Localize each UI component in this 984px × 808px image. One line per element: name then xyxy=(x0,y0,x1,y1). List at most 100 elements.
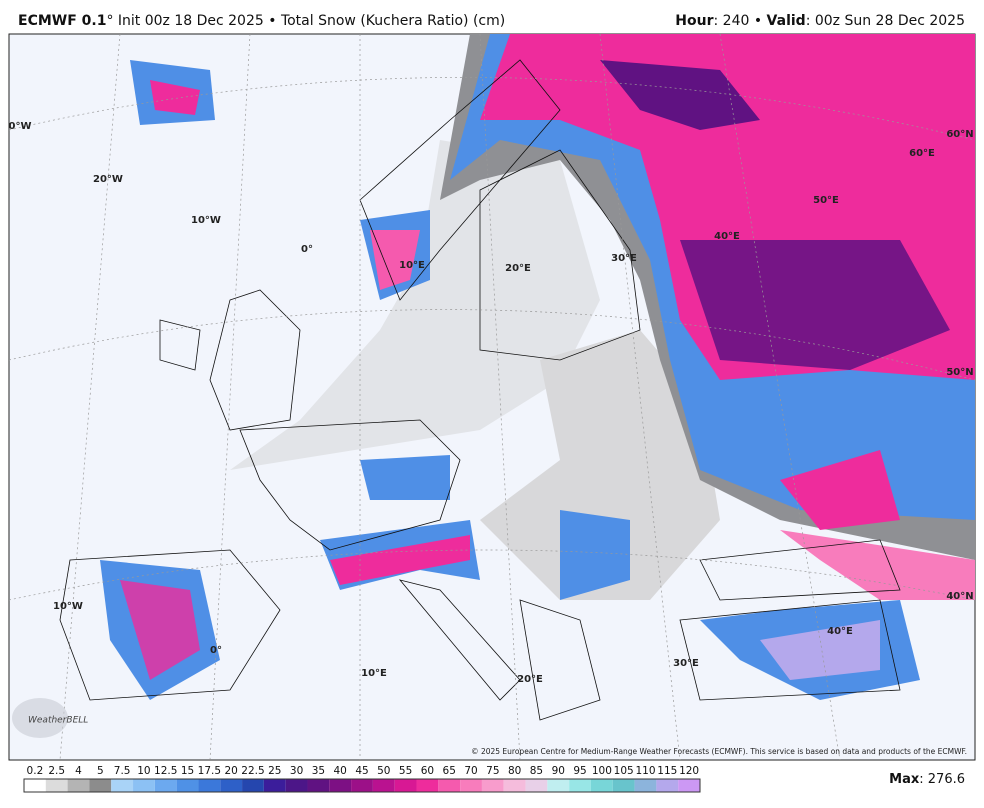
colorbar-label: 4 xyxy=(75,765,82,777)
grid-label: 50°E xyxy=(813,195,839,206)
colorbar-label: 45 xyxy=(355,765,368,777)
max-label: Max xyxy=(889,772,920,787)
grid-label: 10°E xyxy=(361,668,387,679)
color-swatch xyxy=(394,779,417,792)
colorbar-label: 90 xyxy=(552,765,565,777)
grid-labels: 0°W 20°W 10°W 0° 10°E 20°E 30°E 40°E 50°E 60°E 60°… xyxy=(9,121,974,685)
colorbar-label: 22.5 xyxy=(241,765,264,777)
colorbar-label: 2.5 xyxy=(48,765,65,777)
color-swatch xyxy=(612,779,635,792)
colorbar-label: 35 xyxy=(312,765,325,777)
color-swatch xyxy=(372,779,395,792)
color-swatch xyxy=(242,779,264,792)
colorbar-label: 80 xyxy=(508,765,521,777)
colorbar-label: 55 xyxy=(399,765,412,777)
grid-label: 60°N xyxy=(946,129,973,140)
grid-label: 30°E xyxy=(673,658,699,669)
color-swatch xyxy=(590,779,613,792)
grid-label: 40°E xyxy=(714,231,740,242)
color-swatch xyxy=(329,779,352,792)
grid-label: 40°N xyxy=(946,591,973,602)
colorbar-label: 5 xyxy=(97,765,104,777)
grid-label: 60°E xyxy=(909,148,935,159)
color-swatch xyxy=(634,779,657,792)
hour-label: Hour xyxy=(675,13,713,29)
colorbar-label: 60 xyxy=(421,765,434,777)
grid-label: 0°W xyxy=(9,121,32,132)
colorbar-label: 30 xyxy=(290,765,303,777)
color-swatch xyxy=(351,779,373,792)
colorbar-label: 70 xyxy=(464,765,477,777)
colorbar-label: 25 xyxy=(268,765,281,777)
graticule xyxy=(9,34,975,760)
grid-label: 0° xyxy=(301,244,313,255)
colorbar-label: 120 xyxy=(679,765,699,777)
colorbar-label: 40 xyxy=(334,765,347,777)
valid-value: : 00z Sun 28 Dec 2025 xyxy=(806,13,965,29)
title: ECMWF 0.1° Init 00z 18 Dec 2025 • Total … xyxy=(18,13,505,29)
grid-label: 20°E xyxy=(505,263,531,274)
color-swatch xyxy=(525,779,548,792)
colorbar-label: 17.5 xyxy=(198,765,221,777)
colorbar-label: 100 xyxy=(592,765,612,777)
color-swatch xyxy=(656,779,679,792)
grid-label: 0° xyxy=(210,645,222,656)
color-swatch xyxy=(263,779,286,792)
grid-label: 10°W xyxy=(191,215,221,226)
colorbar: 0.2 2.5 4 5 7.5 10 12.5 15 17.5 20 22.5 25 30 35 40 45 5… xyxy=(23,765,701,793)
color-swatch xyxy=(89,779,112,792)
colorbar-frame xyxy=(23,778,701,793)
color-swatch xyxy=(503,779,526,792)
colorbar-label: 85 xyxy=(530,765,543,777)
valid-info: Hour: 240 • Valid: 00z Sun 28 Dec 2025 xyxy=(675,13,965,29)
copyright: © 2025 European Centre for Medium-Range … xyxy=(471,747,967,756)
color-swatch xyxy=(416,779,439,792)
grid-label: 50°N xyxy=(946,367,973,378)
color-swatch xyxy=(176,779,199,792)
color-swatch xyxy=(111,779,134,792)
color-swatch xyxy=(285,779,308,792)
coastlines xyxy=(59,59,901,721)
grid-label: 40°E xyxy=(827,626,853,637)
color-swatch xyxy=(307,779,330,792)
colorbar-label: 20 xyxy=(224,765,237,777)
model: ECMWF 0.1 xyxy=(18,13,106,29)
colorbar-label: 10 xyxy=(137,765,150,777)
colorbar-label: 115 xyxy=(657,765,677,777)
colorbar-label: 105 xyxy=(614,765,634,777)
colorbar-label: 110 xyxy=(635,765,655,777)
color-swatch xyxy=(198,779,221,792)
grid-label: 20°W xyxy=(93,174,123,185)
max: Max: 276.6 xyxy=(889,772,965,787)
valid-label: Valid xyxy=(767,13,806,29)
color-swatch xyxy=(438,779,461,792)
logo: WeatherBELL xyxy=(28,716,88,726)
color-swatch xyxy=(154,779,177,792)
grid-label: 20°E xyxy=(517,674,543,685)
grid-label: 10°W xyxy=(53,601,83,612)
map: 0°W 20°W 10°W 0° 10°E 20°E 30°E 40°E 50°E 60°E 60°… xyxy=(8,33,976,761)
colorbar-label: 7.5 xyxy=(114,765,131,777)
color-swatch xyxy=(678,779,700,792)
grid-label: 30°E xyxy=(611,253,637,264)
max-value: : 276.6 xyxy=(919,772,965,787)
color-swatch xyxy=(67,779,90,792)
color-swatch xyxy=(24,779,46,792)
color-swatch xyxy=(569,779,591,792)
colorbar-label: 95 xyxy=(573,765,586,777)
grid-label: 10°E xyxy=(399,260,425,271)
snow-field xyxy=(9,34,975,760)
color-swatch xyxy=(220,779,243,792)
colorbar-label: 0.2 xyxy=(27,765,44,777)
color-swatch xyxy=(45,779,68,792)
color-swatch xyxy=(547,779,570,792)
colorbar-label: 15 xyxy=(181,765,194,777)
colorbar-label: 12.5 xyxy=(154,765,177,777)
hour-value: : 240 • xyxy=(714,13,767,29)
colorbar-label: 50 xyxy=(377,765,390,777)
color-swatch xyxy=(460,779,482,792)
logo-mark xyxy=(12,698,68,738)
colorbar-label: 65 xyxy=(443,765,456,777)
